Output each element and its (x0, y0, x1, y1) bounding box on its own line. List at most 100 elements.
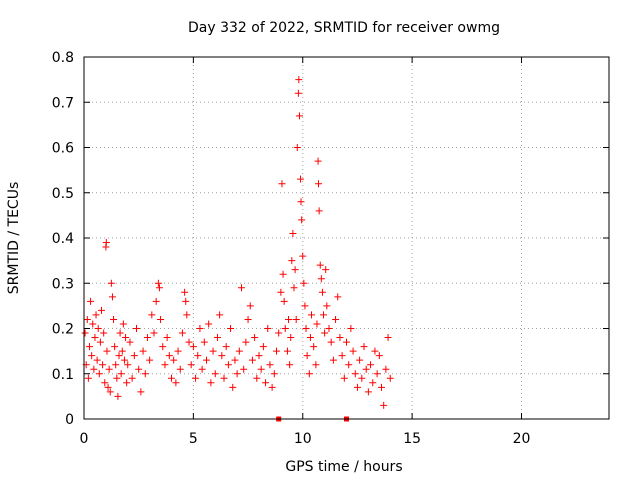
grid-lines (84, 57, 609, 419)
data-point (113, 374, 121, 382)
data-point (240, 365, 248, 373)
data-point (112, 361, 120, 369)
data-point (161, 361, 169, 369)
data-point (115, 352, 123, 360)
data-point (297, 198, 305, 206)
data-point (351, 370, 359, 378)
data-point (253, 374, 261, 382)
data-point (343, 338, 350, 346)
data-point (273, 347, 280, 355)
data-point (128, 374, 136, 382)
data-point (216, 311, 224, 319)
data-point (313, 320, 321, 328)
data-point (182, 297, 190, 305)
data-point (84, 374, 92, 382)
data-point (279, 270, 287, 278)
data-point (209, 347, 217, 355)
data-point (382, 365, 390, 373)
data-point (291, 266, 299, 274)
data-point (116, 329, 124, 337)
data-point (251, 334, 259, 342)
data-point (92, 311, 100, 319)
data-point (102, 239, 110, 247)
y-tick-label: 0 (65, 412, 74, 428)
data-point (364, 388, 372, 396)
data-point (244, 315, 252, 323)
data-point (233, 370, 241, 378)
x-tick-label: 10 (294, 431, 312, 447)
data-point (83, 315, 91, 323)
data-point (262, 379, 270, 387)
data-point (315, 207, 323, 215)
data-point (99, 361, 107, 369)
data-point (336, 334, 344, 342)
data-point (85, 343, 93, 351)
data-point (229, 383, 237, 391)
data-point (295, 112, 303, 120)
y-tick-label: 0.6 (52, 141, 74, 157)
data-point (306, 334, 314, 342)
data-point (87, 297, 95, 305)
data-point (211, 370, 219, 378)
data-point (297, 175, 305, 183)
data-point (185, 338, 193, 346)
data-point (323, 302, 331, 310)
y-tick-label: 0.7 (52, 95, 74, 111)
data-point (95, 370, 103, 378)
data-point (332, 315, 340, 323)
data-point (278, 180, 286, 188)
data-point (340, 374, 348, 382)
data-point (281, 325, 289, 332)
data-point (270, 370, 278, 378)
data-point (327, 338, 335, 346)
x-axis-label: GPS time / hours (285, 459, 402, 475)
data-point (107, 279, 115, 287)
y-tick-label: 0.2 (52, 322, 74, 338)
data-point (378, 383, 385, 391)
data-point (317, 275, 325, 283)
data-point (135, 365, 143, 373)
data-point (292, 315, 300, 323)
data-point (203, 356, 210, 364)
y-tick-label: 0.4 (52, 231, 74, 247)
data-point (106, 388, 114, 396)
data-point (213, 334, 221, 342)
data-point (103, 347, 111, 355)
data-point (318, 288, 326, 296)
data-point (310, 343, 318, 351)
data-point (91, 334, 99, 342)
data-point (329, 356, 337, 364)
data-point (288, 257, 296, 265)
data-point (93, 356, 101, 364)
data-point (183, 311, 191, 319)
data-point (242, 338, 250, 346)
data-point (157, 315, 165, 323)
data-point (315, 180, 322, 188)
data-point (194, 352, 202, 360)
data-point (181, 288, 189, 296)
data-point (130, 352, 138, 360)
data-point (290, 284, 298, 292)
data-point (248, 356, 256, 364)
data-point (89, 320, 97, 328)
data-point (302, 325, 310, 332)
data-point (293, 144, 301, 151)
x-tick-label: 15 (403, 431, 421, 447)
data-point (231, 356, 239, 364)
data-point (345, 361, 353, 369)
data-point (295, 76, 303, 84)
data-point (122, 334, 130, 342)
y-tick-label: 0.3 (52, 276, 74, 292)
data-point (104, 383, 112, 391)
data-point (117, 370, 125, 378)
data-point (238, 284, 245, 292)
data-point (114, 392, 122, 400)
data-point (334, 293, 342, 301)
data-point (146, 356, 154, 364)
data-point (277, 288, 285, 296)
data-point (235, 347, 243, 355)
data-point (358, 374, 366, 382)
data-point (298, 216, 306, 224)
data-point (347, 325, 355, 332)
data-point (152, 297, 160, 305)
